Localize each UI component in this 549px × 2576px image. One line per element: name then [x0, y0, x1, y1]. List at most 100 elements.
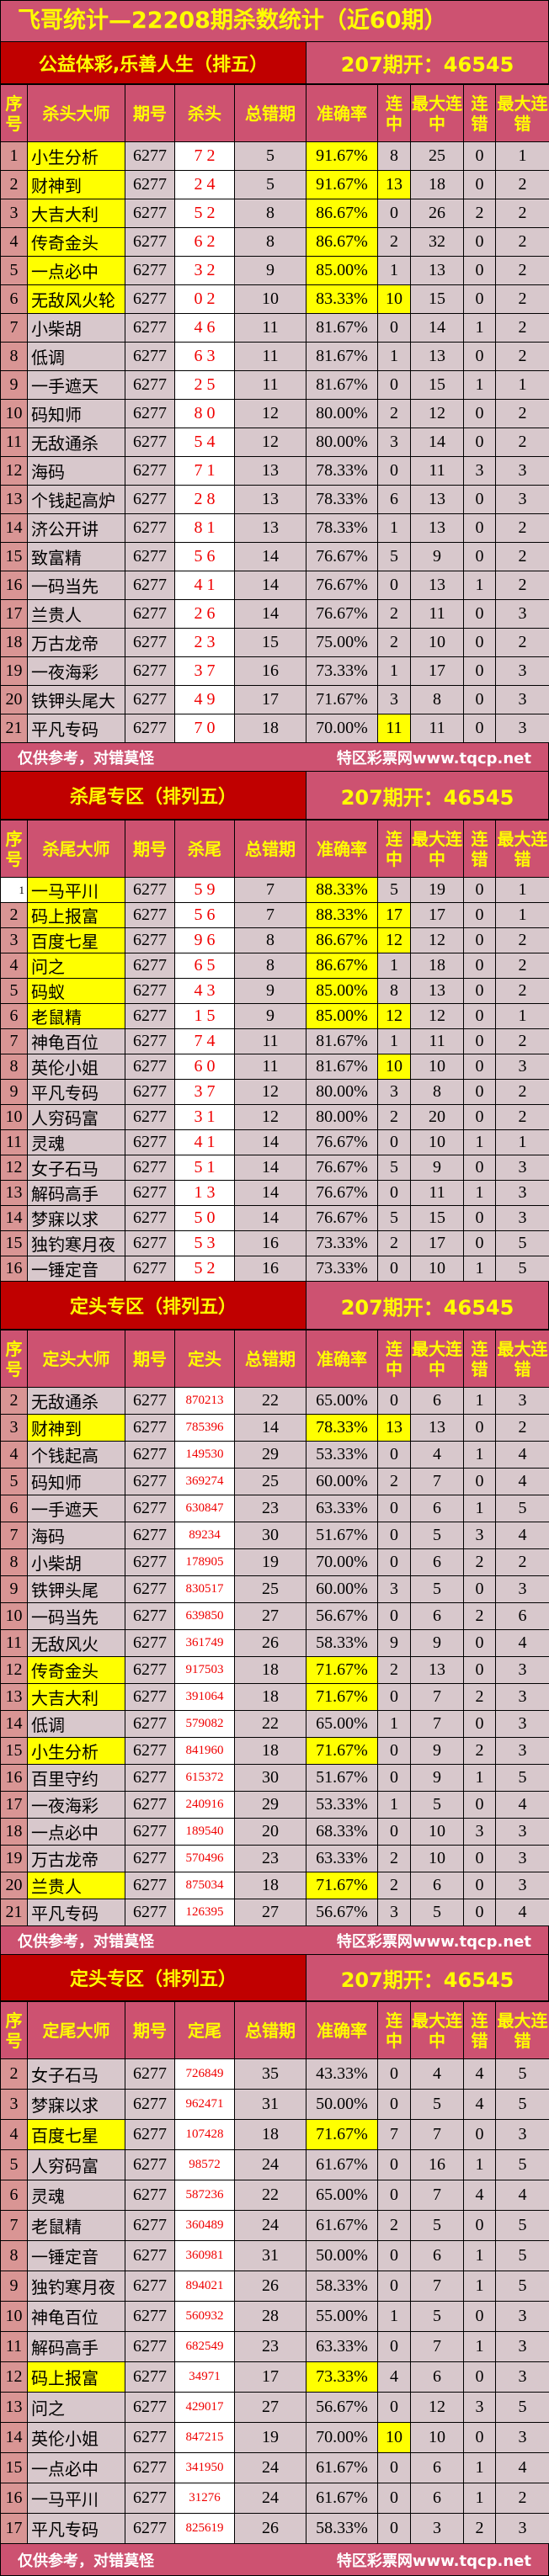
- cell-master-name: 小柴胡: [28, 314, 125, 343]
- cell-max-streak-hit: 11: [411, 1029, 464, 1054]
- cell-streak-hit: 3: [378, 686, 411, 714]
- cell-max-streak-hit: 3: [411, 2514, 464, 2544]
- cell-pick: 107428: [175, 2120, 235, 2150]
- cell-total-miss: 27: [235, 2393, 306, 2423]
- cell-issue: 6277: [125, 2090, 175, 2120]
- cell-total-miss: 14: [235, 1415, 306, 1442]
- cell-master-name: 一马平川: [28, 878, 125, 903]
- cell-streak-hit: 0: [378, 1522, 411, 1549]
- cell-streak-miss: 0: [464, 428, 496, 457]
- cell-master-name: 英伦小姐: [28, 2423, 125, 2453]
- cell-streak-miss: 0: [464, 1054, 496, 1080]
- cell-total-miss: 26: [235, 2514, 306, 2544]
- cell-seq: 18: [1, 629, 28, 657]
- cell-streak-miss: 0: [464, 1155, 496, 1181]
- cell-pick: 5 6: [175, 903, 235, 928]
- col-header-seq: 序号: [1, 85, 28, 142]
- cell-streak-miss: 1: [464, 1765, 496, 1792]
- cell-master-name: 一夜海彩: [28, 657, 125, 686]
- cell-accuracy: 68.33%: [306, 1819, 378, 1846]
- cell-streak-miss: 0: [464, 285, 496, 314]
- cell-issue: 6277: [125, 257, 175, 285]
- cell-pick: 579082: [175, 1711, 235, 1738]
- cell-streak-miss: 0: [464, 1004, 496, 1029]
- cell-total-miss: 5: [235, 142, 306, 171]
- site-link[interactable]: 特区彩票网www.tqcp.net: [337, 2549, 531, 2571]
- cell-pick: 847215: [175, 2423, 235, 2453]
- cell-max-streak-hit: 15: [411, 1206, 464, 1231]
- cell-max-streak-miss: 6: [496, 1603, 549, 1630]
- cell-pick: 4 6: [175, 314, 235, 343]
- footer-note: 仅供参考，对错莫怪特区彩票网www.tqcp.net: [0, 2544, 549, 2576]
- cell-master-name: 一码当先: [28, 571, 125, 600]
- site-link[interactable]: 特区彩票网www.tqcp.net: [337, 746, 531, 768]
- cell-max-streak-miss: 3: [496, 486, 549, 514]
- cell-master-name: 码蚁: [28, 979, 125, 1004]
- cell-max-streak-miss: 1: [496, 1004, 549, 1029]
- cell-master-name: 铁钾头尾: [28, 1576, 125, 1603]
- cell-accuracy: 53.33%: [306, 1792, 378, 1819]
- cell-master-name: 无敌风火: [28, 1630, 125, 1657]
- cell-max-streak-miss: 4: [496, 1469, 549, 1495]
- site-link[interactable]: 特区彩票网www.tqcp.net: [337, 1930, 531, 1952]
- cell-max-streak-miss: 2: [496, 171, 549, 199]
- cell-streak-hit: 5: [378, 543, 411, 571]
- cell-pick: 126395: [175, 1899, 235, 1926]
- cell-streak-miss: 2: [464, 1684, 496, 1711]
- cell-streak-miss: 1: [464, 1130, 496, 1155]
- cell-max-streak-miss: 3: [496, 714, 549, 743]
- cell-pick: 682549: [175, 2332, 235, 2362]
- cell-max-streak-hit: 9: [411, 1738, 464, 1765]
- cell-streak-miss: 0: [464, 1105, 496, 1130]
- cell-accuracy: 88.33%: [306, 903, 378, 928]
- cell-seq: 16: [1, 571, 28, 600]
- cell-accuracy: 71.67%: [306, 1657, 378, 1684]
- cell-streak-miss: 1: [464, 2453, 496, 2483]
- cell-max-streak-hit: 13: [411, 343, 464, 371]
- cell-seq: 6: [1, 1004, 28, 1029]
- cell-master-name: 一点必中: [28, 257, 125, 285]
- cell-total-miss: 18: [235, 2120, 306, 2150]
- cell-issue: 6277: [125, 2211, 175, 2241]
- cell-total-miss: 13: [235, 486, 306, 514]
- cell-streak-miss: 4: [464, 2180, 496, 2211]
- cell-max-streak-miss: 1: [496, 1130, 549, 1155]
- cell-total-miss: 26: [235, 2271, 306, 2302]
- cell-seq: 2: [1, 171, 28, 199]
- cell-max-streak-miss: 3: [496, 1155, 549, 1181]
- cell-max-streak-miss: 3: [496, 2120, 549, 2150]
- cell-accuracy: 86.67%: [306, 228, 378, 257]
- col-header-issue: 期号: [125, 821, 175, 878]
- cell-seq: 1: [1, 142, 28, 171]
- cell-seq: 9: [1, 1576, 28, 1603]
- disclaimer-text: 仅供参考，对错莫怪: [18, 746, 154, 768]
- cell-issue: 6277: [125, 2393, 175, 2423]
- cell-seq: 9: [1, 2271, 28, 2302]
- col-header-max-streak-miss: 最大连错: [496, 1330, 549, 1388]
- cell-accuracy: 58.33%: [306, 2514, 378, 2544]
- cell-issue: 6277: [125, 1792, 175, 1819]
- cell-max-streak-miss: 1: [496, 903, 549, 928]
- cell-pick: 5 6: [175, 543, 235, 571]
- cell-master-name: 兰贵人: [28, 600, 125, 629]
- cell-issue: 6277: [125, 343, 175, 371]
- cell-streak-miss: 2: [464, 199, 496, 228]
- cell-streak-hit: 1: [378, 657, 411, 686]
- cell-issue: 6277: [125, 1442, 175, 1469]
- col-header-seq: 序号: [1, 2002, 28, 2059]
- cell-streak-miss: 0: [464, 657, 496, 686]
- cell-issue: 6277: [125, 171, 175, 199]
- cell-master-name: 老鼠精: [28, 2211, 125, 2241]
- cell-max-streak-miss: 1: [496, 371, 549, 400]
- cell-streak-miss: 2: [464, 1603, 496, 1630]
- cell-seq: 19: [1, 1846, 28, 1872]
- cell-pick: 825619: [175, 2514, 235, 2544]
- cell-master-name: 神龟百位: [28, 1029, 125, 1054]
- cell-total-miss: 12: [235, 428, 306, 457]
- cell-accuracy: 61.67%: [306, 2211, 378, 2241]
- cell-accuracy: 85.00%: [306, 979, 378, 1004]
- cell-seq: 15: [1, 543, 28, 571]
- cell-max-streak-hit: 11: [411, 714, 464, 743]
